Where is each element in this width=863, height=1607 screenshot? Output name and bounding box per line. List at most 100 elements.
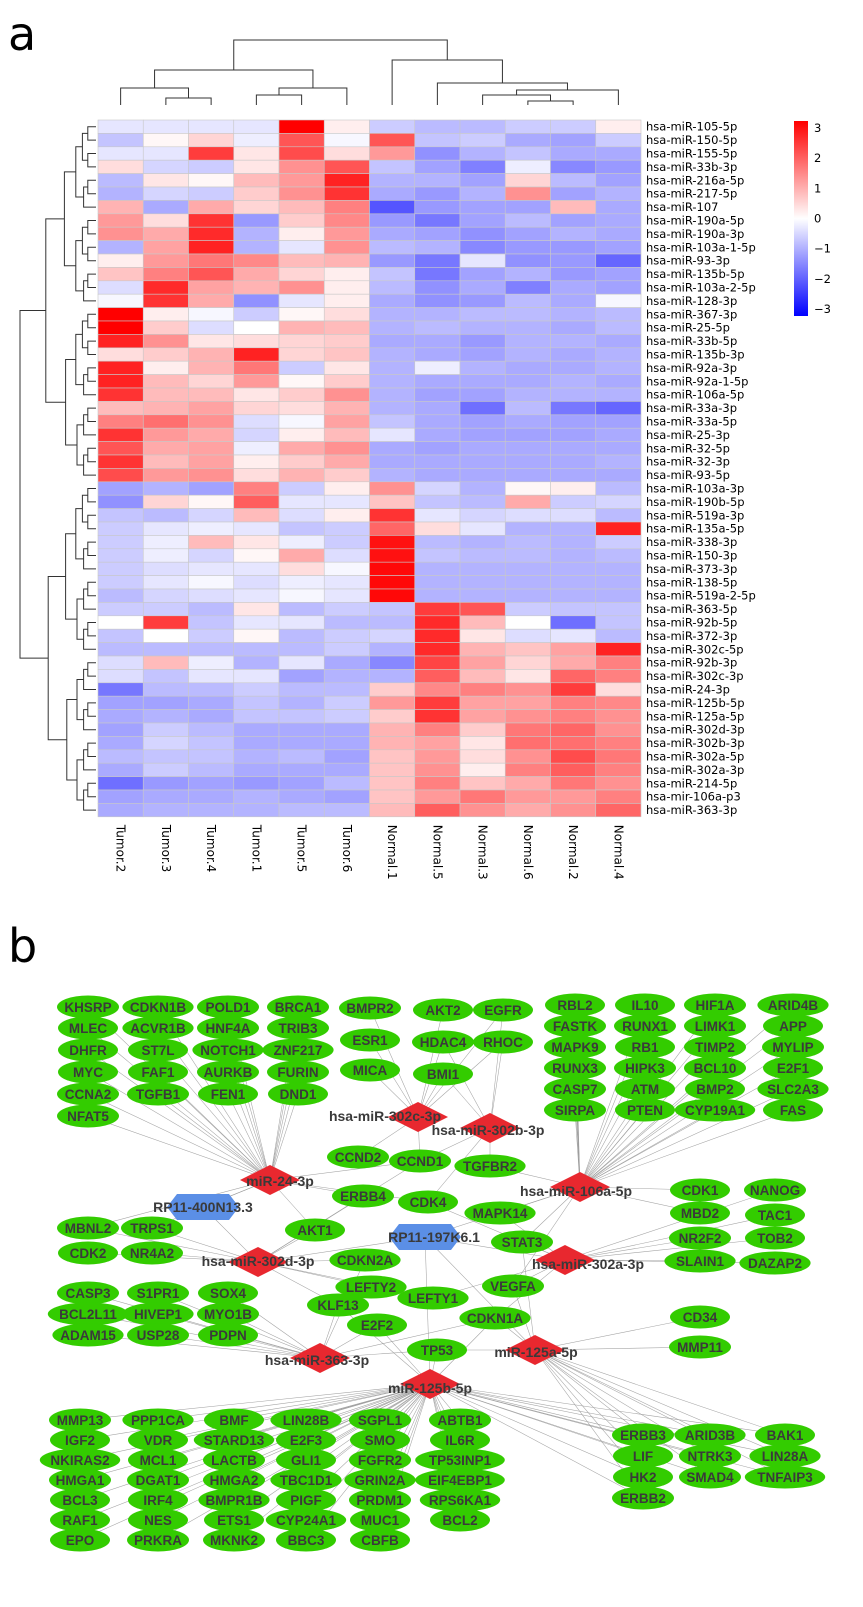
heatmap-cell (550, 776, 597, 791)
heatmap-cell (97, 226, 144, 241)
mirna-node (240, 1165, 300, 1195)
heatmap-cell (323, 494, 370, 509)
heatmap-cell (233, 776, 280, 791)
gene-label: MAPK9 (551, 1040, 598, 1055)
row-label: hsa-miR-302d-3p (646, 723, 745, 737)
gene-node (39, 1448, 121, 1472)
gene-label: EGFR (484, 1003, 522, 1018)
heatmap-cell (323, 762, 370, 777)
heatmap-cell (142, 548, 189, 563)
heatmap-cell (188, 642, 235, 657)
heatmap-cell (188, 387, 235, 402)
heatmap-cell (323, 682, 370, 697)
heatmap-cell (504, 561, 551, 576)
heatmap-cell (278, 454, 325, 469)
mirna-label: hsa-miR-302d-3p (202, 1253, 315, 1269)
heatmap-cell (323, 789, 370, 804)
network-graph: KHSRP CDKN1B POLD1 BRCA1 MLEC ACVR1B HNF4A TRIB… (39, 993, 829, 1552)
gene-node (674, 1423, 746, 1447)
network-edge (319, 1317, 496, 1359)
row-label: hsa-miR-92b-3p (646, 656, 737, 670)
gene-node (192, 1038, 264, 1062)
heatmap-cell (278, 374, 325, 389)
gene-node (670, 1201, 730, 1225)
gene-node (128, 1448, 188, 1472)
heatmap-cell (414, 454, 461, 469)
heatmap-cell (278, 789, 325, 804)
heatmap-cell (550, 548, 597, 563)
heatmap-cell (323, 334, 370, 349)
heatmap-cell (369, 494, 416, 509)
heatmap-cell (504, 200, 551, 215)
heatmap-cell (278, 561, 325, 576)
heatmap-cell (188, 535, 235, 550)
heatmap-cell (504, 655, 551, 670)
heatmap-cell (188, 762, 235, 777)
heatmap-cell (97, 146, 144, 161)
gene-node (121, 1216, 183, 1240)
gene-node (276, 1488, 336, 1512)
heatmap-cell (459, 749, 506, 764)
heatmap-cell (188, 628, 235, 643)
heatmap-cell (97, 441, 144, 456)
row-label: hsa-miR-103a-1-5p (646, 240, 756, 254)
gene-node (198, 1281, 258, 1305)
heatmap-cell (233, 722, 280, 737)
heatmap-cell (323, 441, 370, 456)
gene-label: BBC3 (288, 1533, 325, 1548)
gene-node (398, 1190, 458, 1214)
heatmap-cell (97, 320, 144, 335)
heatmap-cell (323, 226, 370, 241)
heatmap-cell (97, 561, 144, 576)
heatmap-cell (550, 173, 597, 188)
heatmap-cell (550, 280, 597, 295)
gene-label: ARID4B (768, 998, 819, 1013)
heatmap-cell (459, 682, 506, 697)
heatmap-cell (233, 655, 280, 670)
heatmap-cell (550, 200, 597, 215)
heatmap-cell (504, 602, 551, 617)
gene-label: CDKN2A (337, 1253, 394, 1268)
heatmap-cell (414, 186, 461, 201)
heatmap-cell (278, 173, 325, 188)
heatmap-cell (550, 360, 597, 375)
gene-node (612, 1486, 674, 1510)
heatmap-cell (459, 240, 506, 255)
heatmap-cell (414, 280, 461, 295)
heatmap-cell (595, 427, 642, 442)
heatmap-cell (459, 334, 506, 349)
heatmap-cell (97, 253, 144, 268)
column-label: Normal.4 (611, 825, 625, 880)
heatmap-cell (97, 267, 144, 282)
heatmap-cell (459, 508, 506, 523)
heatmap-cell (595, 628, 642, 643)
heatmap-cell (188, 360, 235, 375)
gene-node (121, 1241, 183, 1265)
heatmap-cell (278, 494, 325, 509)
heatmap-cell (278, 427, 325, 442)
heatmap-cell (278, 628, 325, 643)
heatmap-cell (459, 454, 506, 469)
heatmap-cell (595, 374, 642, 389)
heatmap-cell (595, 535, 642, 550)
gene-node (347, 1313, 407, 1337)
gene-node (198, 1082, 258, 1106)
row-label: hsa-miR-125a-5p (646, 709, 744, 723)
gene-label: ZNF217 (274, 1043, 323, 1058)
gene-label: E2F2 (361, 1318, 393, 1333)
heatmap-cell (414, 736, 461, 751)
gene-node (429, 1408, 491, 1432)
row-label: hsa-miR-367-3p (646, 307, 737, 321)
heatmap-cell (188, 521, 235, 536)
heatmap-cell (188, 709, 235, 724)
legend-tick-label: −2 (814, 272, 831, 286)
gene-node (276, 1448, 336, 1472)
heatmap-cell (278, 240, 325, 255)
heatmap-cell (188, 776, 235, 791)
gene-label: BCL2L11 (59, 1307, 117, 1322)
heatmap-cell (142, 521, 189, 536)
row-label: hsa-miR-150-3p (646, 549, 737, 563)
heatmap-cell (323, 360, 370, 375)
network-edge (87, 1049, 271, 1181)
heatmap-cell (278, 226, 325, 241)
